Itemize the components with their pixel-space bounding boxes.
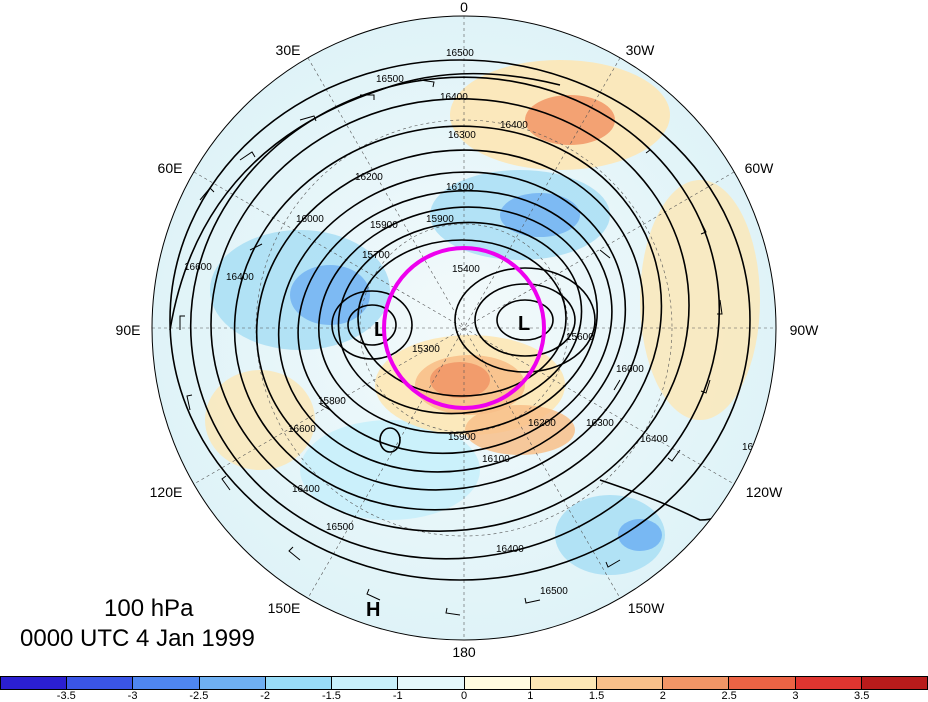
- pressure-level-caption: 100 hPa: [104, 595, 194, 622]
- contour-label: 16500: [446, 48, 474, 59]
- wind-barbs: [179, 79, 723, 616]
- colorbar-tick-label: -3: [127, 690, 138, 702]
- highlight-circle: [382, 246, 546, 410]
- contour-label: 16100: [446, 182, 474, 193]
- colorbar-cell: [729, 677, 796, 689]
- contour-label: 16400: [226, 272, 254, 283]
- colorbar-cell: [332, 677, 399, 689]
- colorbar-tick-label: -3.5: [56, 690, 76, 702]
- colorbar-tick-label: -1: [392, 690, 403, 702]
- lon-label-120w: 120W: [745, 484, 783, 500]
- colorbar-cell: [663, 677, 730, 689]
- colorbar-cell: [398, 677, 465, 689]
- lon-label-150e: 150E: [267, 600, 301, 616]
- contour-label: 15900: [426, 214, 454, 225]
- contour-label: 16400: [500, 120, 528, 131]
- pressure-centers: L L H: [366, 313, 530, 621]
- contour-label: 16400: [496, 544, 524, 555]
- colorbar-tick-label: -2.5: [189, 690, 209, 702]
- contour-label: 15600: [566, 332, 594, 343]
- colorbar: [0, 676, 928, 690]
- colorbar-tick-label: 3: [792, 690, 799, 702]
- contour-label: 16600: [184, 262, 212, 273]
- colorbar-tick-label: 2: [659, 690, 666, 702]
- lon-label-60w: 60W: [744, 160, 774, 176]
- colorbar-tick-label: 3.5: [854, 690, 870, 702]
- contour-label: 16500: [742, 442, 770, 453]
- colorbar-cell: [861, 677, 928, 689]
- colorbar-tick-label: 1.5: [588, 690, 605, 702]
- lon-label-90w: 90W: [789, 322, 819, 338]
- contour-label: 16500: [326, 522, 354, 533]
- height-contours: [169, 59, 761, 581]
- colorbar-cell: [67, 677, 134, 689]
- lon-label-90e: 90E: [115, 322, 141, 338]
- contour-label: 16600: [288, 424, 316, 435]
- map-boundary: [151, 15, 777, 641]
- lon-label-180: 180: [452, 644, 476, 660]
- contour-label: 16400: [440, 92, 468, 103]
- lon-label-0: 0: [460, 0, 468, 15]
- colorbar-tick-label: 2.5: [721, 690, 737, 702]
- colorbar-cell: [133, 677, 200, 689]
- colorbar-cell: [265, 677, 333, 689]
- colorbar-tick-label: -1.5: [321, 690, 341, 702]
- contour-label: 15900: [370, 220, 398, 231]
- lon-label-150w: 150W: [627, 600, 665, 616]
- contour-label: 16500: [376, 74, 404, 85]
- colorbar-cell: [596, 677, 664, 689]
- lon-label-30w: 30W: [625, 42, 655, 58]
- colorbar-tick-label: 0: [460, 690, 468, 702]
- contour-label: 16200: [528, 418, 556, 429]
- colorbar-cell: [795, 677, 862, 689]
- contour-label: 16100: [482, 454, 510, 465]
- contour-label: 16500: [540, 586, 568, 597]
- colorbar-cell: [530, 677, 597, 689]
- contour-label: 16000: [296, 214, 324, 225]
- contour-label: 16200: [355, 172, 383, 183]
- high-center-label: H: [366, 599, 380, 621]
- contour-label: 15400: [452, 264, 480, 275]
- colorbar-cell: [1, 677, 68, 689]
- valid-time-caption: 0000 UTC 4 Jan 1999: [20, 625, 255, 652]
- contour-label: 15900: [448, 432, 476, 443]
- low-center-label: L: [518, 313, 530, 335]
- lon-label-30e: 30E: [275, 42, 301, 58]
- contour-label: 15800: [318, 396, 346, 407]
- colorbar-tick-label: -2: [260, 690, 271, 702]
- contour-label: 15700: [362, 250, 390, 261]
- colorbar-cell: [199, 677, 266, 689]
- contour-label: 16400: [292, 484, 320, 495]
- contour-label: 16300: [586, 418, 614, 429]
- colorbar-tick-label: 1: [527, 690, 534, 702]
- contour-label: 15300: [412, 344, 440, 355]
- contour-label: 16000: [616, 364, 644, 375]
- contour-label: 16300: [448, 130, 476, 141]
- contour-label: 16400: [640, 434, 668, 445]
- colorbar-cell: [464, 677, 531, 689]
- lon-label-120e: 120E: [149, 484, 183, 500]
- lon-label-60e: 60E: [157, 160, 183, 176]
